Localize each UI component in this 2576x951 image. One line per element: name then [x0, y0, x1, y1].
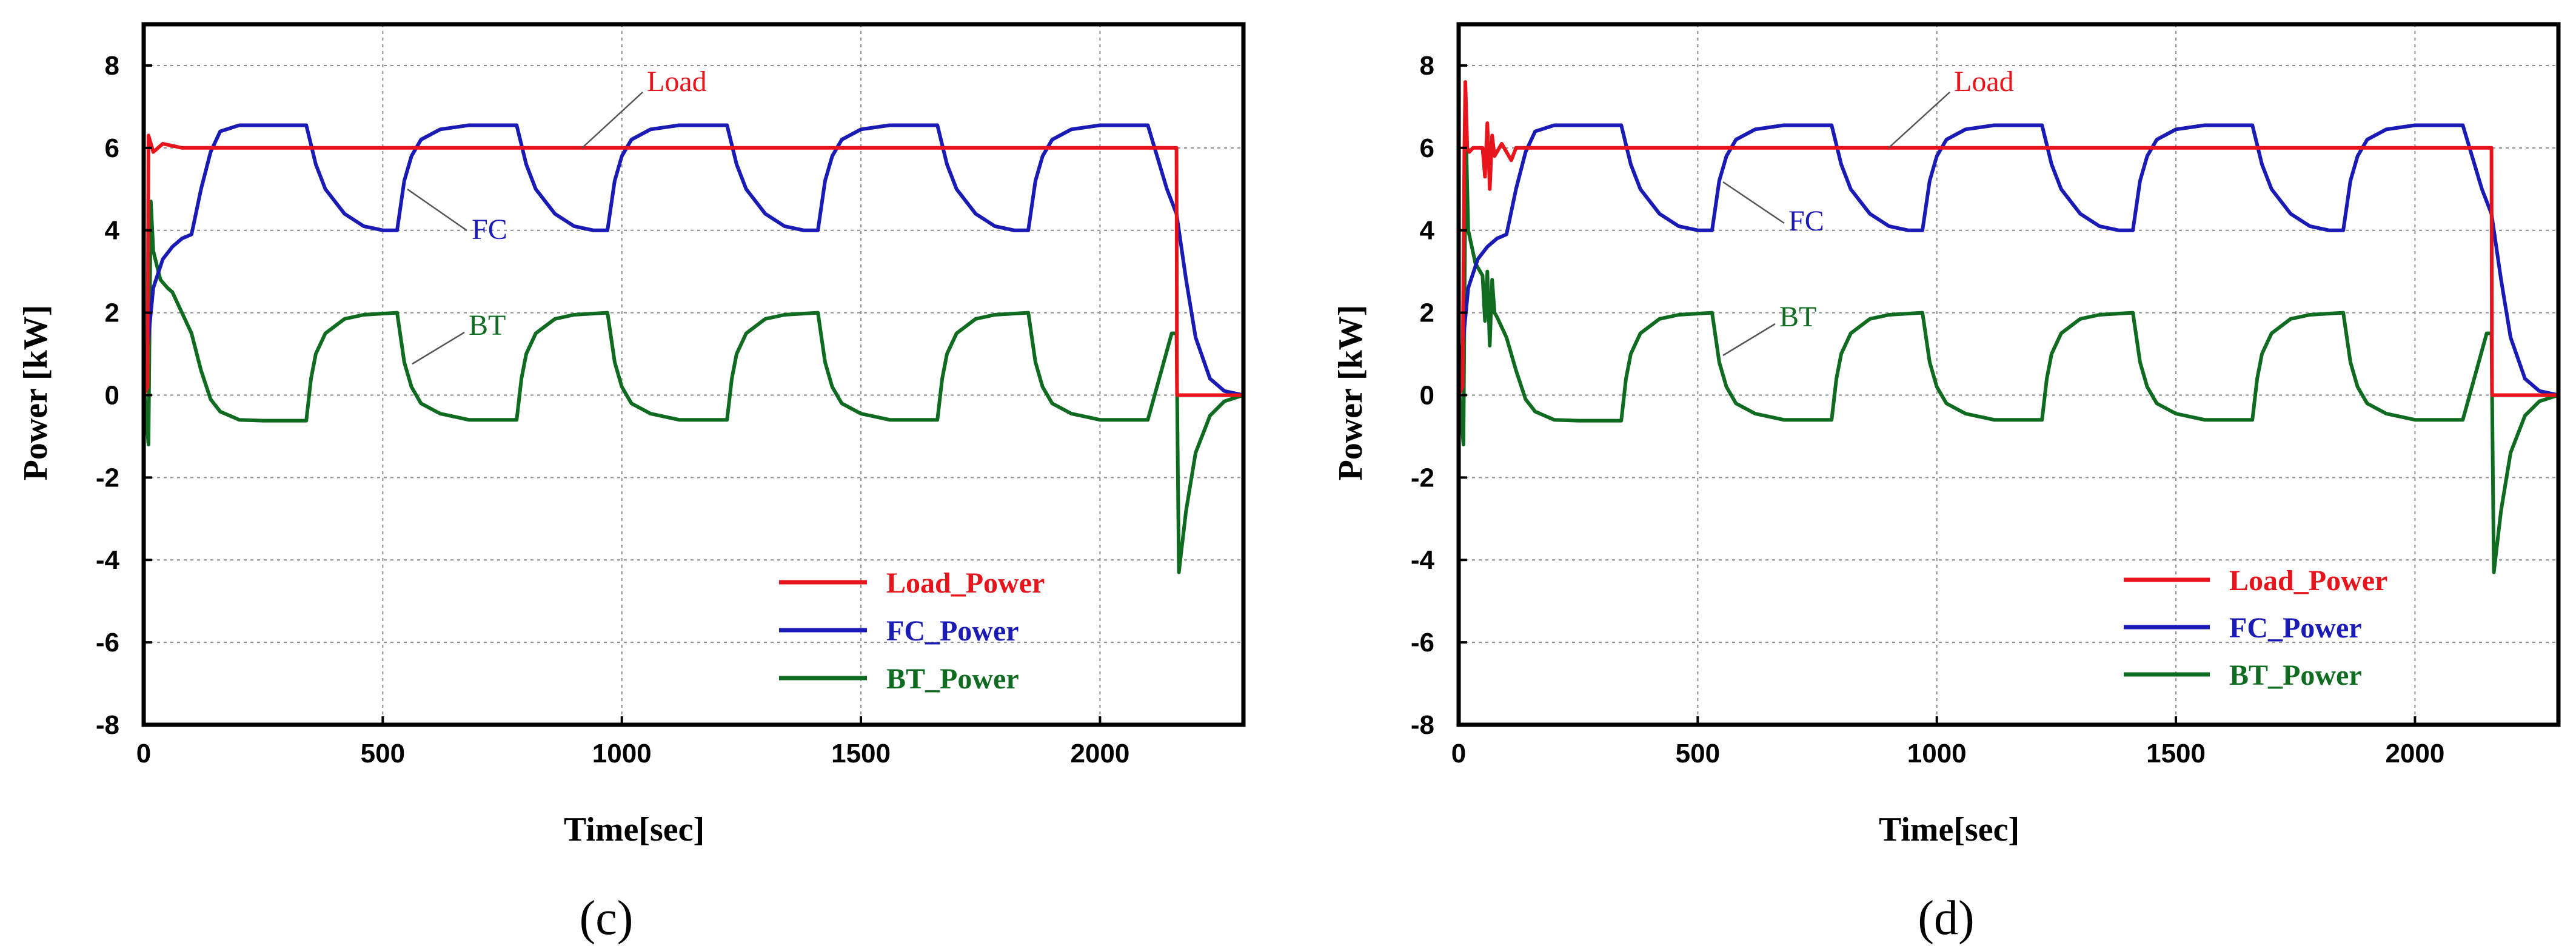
series-line-load-power: [144, 133, 1243, 397]
series-line-fc-power: [144, 123, 1243, 397]
annotation-leader: [1722, 323, 1776, 357]
series-group: [1459, 80, 2558, 574]
y-tick-label: -4: [1411, 545, 1435, 575]
panel-label: (c): [580, 892, 634, 945]
y-tick-label: -2: [96, 463, 119, 492]
annotation-leader: [407, 188, 467, 232]
y-tick-label: 0: [1420, 380, 1434, 410]
x-tick-label: 2000: [2385, 739, 2444, 768]
x-tick-label: 1000: [1907, 739, 1967, 768]
series-group: [144, 123, 1243, 574]
x-tick-label: 0: [1451, 739, 1466, 768]
x-tick-label: 0: [136, 739, 151, 768]
y-tick-label: -8: [1411, 710, 1434, 740]
plot-frame: [141, 22, 1246, 727]
y-tick-label: -4: [96, 545, 120, 575]
y-tick-label: 2: [1420, 298, 1434, 328]
y-tick-label: 4: [105, 216, 120, 246]
y-tick-label: 2: [105, 298, 119, 328]
annotation-load: Load: [1954, 66, 2014, 98]
y-tick-label: -6: [1411, 628, 1434, 657]
legend-label-load-power: Load_Power: [2229, 565, 2387, 597]
annotation-leader: [581, 92, 643, 149]
x-tick-label: 1000: [592, 739, 652, 768]
y-axis-title: Power [kW]: [1332, 305, 1370, 481]
x-tick-label: 1500: [831, 739, 891, 768]
x-tick-label: 500: [1676, 739, 1720, 768]
series-line-bt-power: [1459, 125, 2558, 574]
legend-label-fc-power: FC_Power: [2229, 612, 2362, 644]
chart-panel-c: 0 500 1000 1500 2000 -8 -6 -4 -2 0 2 4 6 8 Time[sec] Po…: [17, 22, 1246, 945]
y-tick-label: -6: [96, 628, 119, 657]
annotation-bt: BT: [1779, 301, 1816, 333]
legend-label-bt-power: BT_Power: [2229, 659, 2362, 691]
annotation-leader: [1722, 181, 1785, 224]
legend-label-load-power: Load_Power: [886, 567, 1045, 599]
panel-label: (d): [1918, 892, 1974, 945]
annotation-leader: [1888, 92, 1950, 149]
x-axis-title: Time[sec]: [1879, 811, 2019, 849]
series-line-fc-power: [1459, 123, 2558, 397]
y-tick-label: 8: [1420, 51, 1434, 81]
legend-label-fc-power: FC_Power: [886, 615, 1019, 647]
y-tick-label: 6: [105, 133, 119, 163]
x-axis-title: Time[sec]: [564, 811, 704, 849]
annotation-load: Load: [647, 66, 707, 98]
y-tick-label: -8: [96, 710, 119, 740]
x-tick-label: 500: [361, 739, 405, 768]
y-tick-label: 4: [1420, 216, 1435, 246]
annotation-fc: FC: [1788, 205, 1824, 237]
y-tick-label: 0: [105, 380, 119, 410]
annotation-fc: FC: [472, 213, 507, 246]
y-tick-label: -2: [1411, 463, 1434, 492]
y-tick-label: 6: [1420, 133, 1434, 163]
y-axis-title: Power [kW]: [17, 305, 55, 481]
annotation-leader: [412, 331, 465, 365]
annotation-bt: BT: [469, 309, 506, 341]
x-tick-label: 2000: [1070, 739, 1129, 768]
series-line-bt-power: [144, 200, 1243, 574]
chart-panel-d: 0 500 1000 1500 2000 -8 -6 -4 -2 0 2 4 6 8 Time[sec] Po…: [1332, 22, 2561, 945]
x-tick-label: 1500: [2146, 739, 2206, 768]
series-line-load-power: [1459, 80, 2558, 397]
plot-frame: [1456, 22, 2561, 727]
legend-label-bt-power: BT_Power: [886, 663, 1019, 695]
y-tick-label: 8: [105, 51, 119, 81]
